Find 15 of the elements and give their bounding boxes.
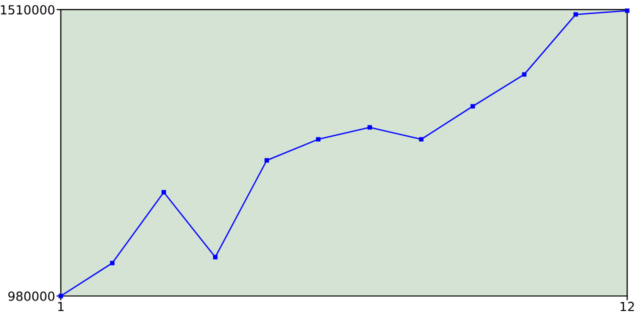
x-tick-label: 1 — [58, 302, 64, 312]
point — [522, 72, 526, 77]
point — [419, 137, 424, 142]
point — [573, 12, 578, 17]
point — [624, 8, 630, 13]
point — [213, 254, 218, 260]
point — [162, 190, 166, 194]
point — [368, 125, 372, 130]
point — [316, 137, 320, 142]
x-tick-label: 12 — [620, 302, 634, 312]
y-tick-label: 980000 — [8, 291, 54, 301]
point — [264, 158, 269, 163]
point — [470, 104, 475, 109]
y-tick-label: 1510000 — [0, 5, 54, 15]
point — [110, 260, 115, 266]
